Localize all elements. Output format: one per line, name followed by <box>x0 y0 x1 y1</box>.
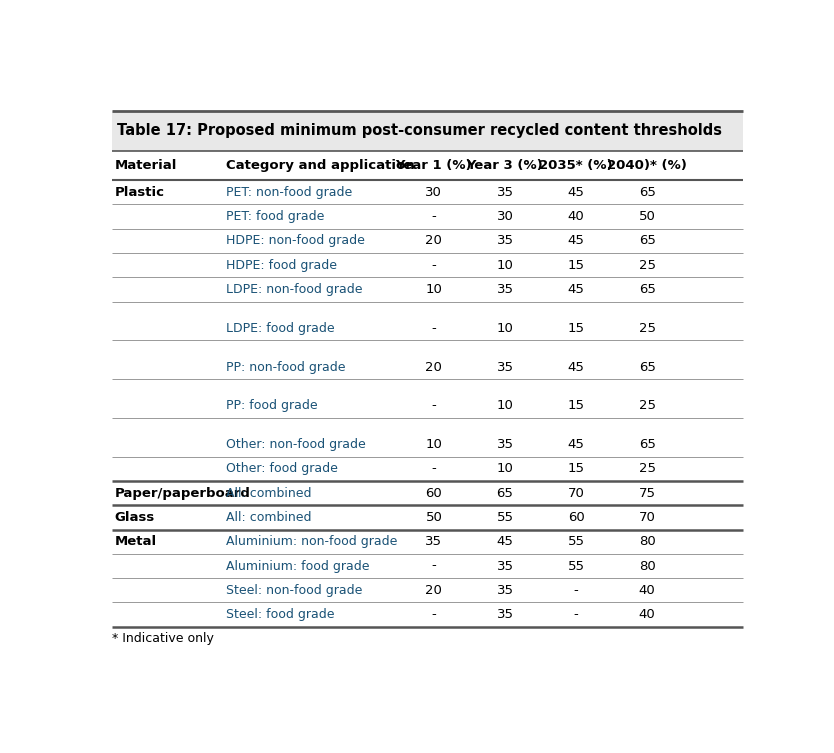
Text: 80: 80 <box>639 535 656 548</box>
Text: 35: 35 <box>496 234 514 248</box>
Text: -: - <box>431 608 436 621</box>
Text: 70: 70 <box>639 511 656 524</box>
Text: -: - <box>574 608 579 621</box>
Text: -: - <box>431 462 436 475</box>
Text: 45: 45 <box>568 186 585 199</box>
Text: Paper/paperboard: Paper/paperboard <box>114 486 250 500</box>
Text: 25: 25 <box>639 399 656 413</box>
Text: 55: 55 <box>496 511 514 524</box>
Text: 35: 35 <box>425 535 442 548</box>
Text: 25: 25 <box>639 462 656 475</box>
Text: 40: 40 <box>568 210 585 223</box>
Text: 10: 10 <box>496 462 514 475</box>
Text: Year 3 (%): Year 3 (%) <box>466 159 544 172</box>
Text: 55: 55 <box>568 535 585 548</box>
Text: Metal: Metal <box>114 535 157 548</box>
Text: -: - <box>431 210 436 223</box>
Text: 15: 15 <box>568 322 585 335</box>
Text: PET: non-food grade: PET: non-food grade <box>226 186 353 199</box>
Text: 70: 70 <box>568 486 585 500</box>
Text: 35: 35 <box>496 608 514 621</box>
Text: 20: 20 <box>425 584 442 597</box>
Text: 50: 50 <box>425 511 442 524</box>
Text: PP: non-food grade: PP: non-food grade <box>226 361 346 373</box>
Text: 65: 65 <box>639 438 656 451</box>
Text: 2040)* (%): 2040)* (%) <box>607 159 687 172</box>
Text: 75: 75 <box>639 486 656 500</box>
Text: 65: 65 <box>496 486 514 500</box>
Text: All: combined: All: combined <box>226 511 312 524</box>
Text: 20: 20 <box>425 234 442 248</box>
Text: Plastic: Plastic <box>114 186 164 199</box>
Text: PP: food grade: PP: food grade <box>226 399 318 413</box>
Text: 45: 45 <box>568 234 585 248</box>
Text: 2035* (%): 2035* (%) <box>540 159 613 172</box>
Text: 25: 25 <box>639 258 656 272</box>
Text: 35: 35 <box>496 361 514 373</box>
Text: 15: 15 <box>568 462 585 475</box>
Text: 45: 45 <box>496 535 514 548</box>
Text: 15: 15 <box>568 258 585 272</box>
Text: Glass: Glass <box>114 511 155 524</box>
Text: 45: 45 <box>568 283 585 296</box>
Text: 60: 60 <box>425 486 442 500</box>
Text: LDPE: non-food grade: LDPE: non-food grade <box>226 283 363 296</box>
Text: Aluminium: non-food grade: Aluminium: non-food grade <box>226 535 398 548</box>
Text: Aluminium: food grade: Aluminium: food grade <box>226 559 370 572</box>
Text: 30: 30 <box>425 186 442 199</box>
Text: 65: 65 <box>639 234 656 248</box>
Text: 10: 10 <box>425 283 442 296</box>
Text: LDPE: food grade: LDPE: food grade <box>226 322 335 335</box>
Text: 45: 45 <box>568 438 585 451</box>
Text: 35: 35 <box>496 584 514 597</box>
Text: Category and application: Category and application <box>226 159 415 172</box>
Text: 35: 35 <box>496 438 514 451</box>
Text: 10: 10 <box>496 258 514 272</box>
Text: Table 17: Proposed minimum post-consumer recycled content thresholds: Table 17: Proposed minimum post-consumer… <box>117 123 722 139</box>
Text: 65: 65 <box>639 283 656 296</box>
Text: 10: 10 <box>496 322 514 335</box>
Text: 20: 20 <box>425 361 442 373</box>
Text: 60: 60 <box>568 511 585 524</box>
Text: Year 1 (%): Year 1 (%) <box>395 159 472 172</box>
Text: HDPE: non-food grade: HDPE: non-food grade <box>226 234 365 248</box>
Text: 40: 40 <box>639 608 656 621</box>
Text: Steel: food grade: Steel: food grade <box>226 608 335 621</box>
Text: -: - <box>574 584 579 597</box>
Text: 35: 35 <box>496 559 514 572</box>
Text: 35: 35 <box>496 283 514 296</box>
Text: 30: 30 <box>496 210 514 223</box>
Text: 50: 50 <box>639 210 656 223</box>
Text: Material: Material <box>114 159 177 172</box>
Text: 40: 40 <box>639 584 656 597</box>
Text: -: - <box>431 399 436 413</box>
Text: Other: non-food grade: Other: non-food grade <box>226 438 366 451</box>
Text: -: - <box>431 258 436 272</box>
Text: -: - <box>431 559 436 572</box>
Text: * Indicative only: * Indicative only <box>112 633 214 645</box>
Text: Other: food grade: Other: food grade <box>226 462 339 475</box>
Text: All: combined: All: combined <box>226 486 312 500</box>
Bar <box>112 111 743 151</box>
Text: 65: 65 <box>639 361 656 373</box>
Text: 25: 25 <box>639 322 656 335</box>
Text: 15: 15 <box>568 399 585 413</box>
Text: HDPE: food grade: HDPE: food grade <box>226 258 338 272</box>
Text: 10: 10 <box>496 399 514 413</box>
Text: PET: food grade: PET: food grade <box>226 210 324 223</box>
Text: Steel: non-food grade: Steel: non-food grade <box>226 584 363 597</box>
Text: 10: 10 <box>425 438 442 451</box>
Text: 80: 80 <box>639 559 656 572</box>
Text: 35: 35 <box>496 186 514 199</box>
Text: 45: 45 <box>568 361 585 373</box>
Text: 65: 65 <box>639 186 656 199</box>
Text: -: - <box>431 322 436 335</box>
Text: 55: 55 <box>568 559 585 572</box>
